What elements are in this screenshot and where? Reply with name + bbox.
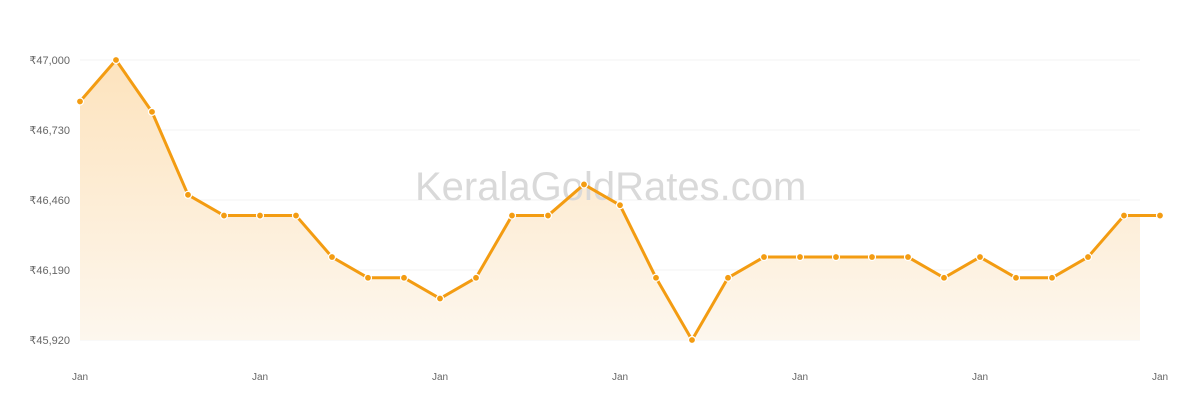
y-tick-label: ₹45,920: [29, 335, 70, 347]
data-point[interactable]: [363, 273, 373, 282]
data-point[interactable]: [327, 252, 337, 262]
y-tick-label: ₹46,730: [29, 125, 70, 137]
data-point[interactable]: [723, 273, 733, 282]
data-point[interactable]: [975, 252, 985, 262]
x-tick-label: Jan: [972, 372, 988, 383]
watermark: KeralaGoldRates.com: [415, 165, 806, 209]
x-axis: Jan Jan Jan Jan Jan Jan Jan: [72, 372, 1168, 383]
data-point[interactable]: [1047, 273, 1057, 282]
data-point[interactable]: [183, 190, 193, 199]
data-point[interactable]: [759, 252, 769, 262]
x-tick-label: Jan: [792, 372, 808, 383]
data-point-markers: [75, 55, 1165, 345]
data-point[interactable]: [471, 273, 481, 282]
data-point[interactable]: [615, 201, 625, 210]
x-tick-label: Jan: [1152, 372, 1168, 383]
data-point[interactable]: [939, 273, 949, 282]
data-point[interactable]: [75, 97, 85, 106]
data-point[interactable]: [111, 55, 121, 65]
x-tick-label: Jan: [252, 372, 268, 383]
x-tick-label: Jan: [432, 372, 448, 383]
data-point[interactable]: [399, 273, 409, 282]
data-point[interactable]: [687, 335, 697, 345]
data-point[interactable]: [795, 252, 805, 262]
data-point[interactable]: [507, 211, 517, 220]
data-point[interactable]: [147, 107, 157, 116]
data-point[interactable]: [291, 211, 301, 220]
data-point[interactable]: [1083, 252, 1093, 262]
data-point[interactable]: [1155, 211, 1165, 220]
x-tick-label: Jan: [612, 372, 628, 383]
x-tick-label: Jan: [72, 372, 88, 383]
data-point[interactable]: [579, 180, 589, 189]
data-point[interactable]: [867, 252, 877, 262]
data-point[interactable]: [1011, 273, 1021, 282]
data-point[interactable]: [219, 211, 229, 220]
data-point[interactable]: [255, 211, 265, 220]
y-tick-label: ₹47,000: [29, 55, 70, 67]
y-tick-label: ₹46,190: [29, 265, 70, 277]
data-point[interactable]: [903, 252, 913, 262]
y-axis: ₹47,000 ₹46,730 ₹46,460 ₹46,190 ₹45,920: [29, 55, 70, 347]
data-point[interactable]: [1119, 211, 1129, 220]
data-point[interactable]: [651, 273, 661, 282]
data-point[interactable]: [543, 211, 553, 220]
data-point[interactable]: [435, 294, 445, 303]
y-tick-label: ₹46,460: [29, 195, 70, 207]
data-point[interactable]: [831, 252, 841, 262]
